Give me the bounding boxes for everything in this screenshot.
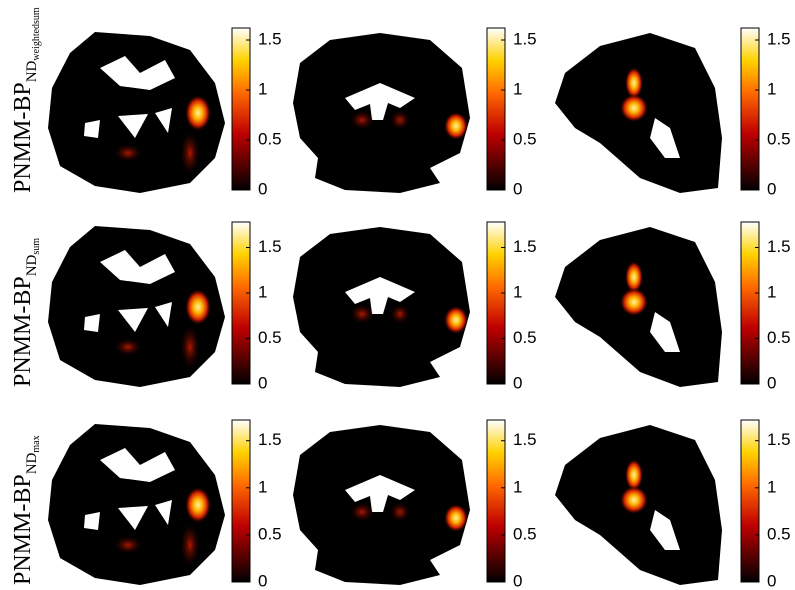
colorbar-tick-label: 0 <box>258 373 267 392</box>
hotspot <box>350 110 374 130</box>
hotspot <box>620 94 648 122</box>
row-label-subsub: weightedsum <box>31 7 42 61</box>
colorbar <box>741 28 759 190</box>
colorbar-tick-label: 1 <box>767 79 776 98</box>
row-label-main: PNMM-BP <box>10 276 36 387</box>
colorbar-tick-label: 1.5 <box>513 430 537 449</box>
colorbar-tick-label: 1 <box>513 79 522 98</box>
colorbar-tick-label: 0.5 <box>513 129 537 148</box>
hotspot <box>390 502 410 522</box>
hotspot <box>114 338 142 356</box>
colorbar-tick-label: 1.5 <box>258 237 282 256</box>
colorbar-tick-label: 1.5 <box>513 29 537 48</box>
colorbar-tick-label: 0.5 <box>258 524 282 543</box>
colorbar-tick-label: 0.5 <box>258 129 282 148</box>
hotspot <box>180 131 200 175</box>
hotspot <box>444 504 468 532</box>
colorbar <box>487 420 505 582</box>
panel <box>48 424 225 585</box>
colorbar-tick-label: 1 <box>767 282 776 301</box>
hotspot <box>185 289 211 325</box>
hotspot <box>620 486 648 514</box>
row-label-sub: ND <box>24 60 40 82</box>
colorbar-tick-label: 0 <box>513 571 522 590</box>
row-label-main: PNMM-BP <box>10 474 36 585</box>
colorbar-tick-label: 0.5 <box>513 524 537 543</box>
row-label-sub: ND <box>24 452 40 474</box>
colorbar-tick-label: 1.5 <box>767 237 791 256</box>
colorbar-tick-label: 1 <box>258 79 267 98</box>
row: PNMM-BPNDweightedsum 0 0.5 1 1.5 0 0.5 1 1.5 0 0.5… <box>10 7 791 198</box>
hotspot <box>444 306 468 334</box>
row-label-sub: ND <box>24 254 40 276</box>
colorbar-tick-label: 1.5 <box>258 29 282 48</box>
hotspot <box>114 144 142 162</box>
colorbar <box>487 28 505 190</box>
colorbar-tick-label: 0.5 <box>767 524 791 543</box>
colorbar <box>232 222 250 384</box>
colorbar-tick-label: 0.5 <box>767 129 791 148</box>
colorbar-tick-label: 1 <box>258 477 267 496</box>
panel <box>555 33 722 193</box>
colorbar-tick-label: 0 <box>258 179 267 198</box>
colorbar-tick-label: 1.5 <box>513 237 537 256</box>
colorbar-tick-label: 0 <box>767 571 776 590</box>
colorbar-tick-label: 0 <box>513 373 522 392</box>
row-label-subsub: max <box>31 435 42 452</box>
colorbar <box>741 222 759 384</box>
hotspot <box>180 325 200 369</box>
hotspot <box>185 95 211 131</box>
colorbar-tick-label: 1 <box>258 282 267 301</box>
row-label: PNMM-BPNDmax <box>10 435 42 585</box>
colorbar-tick-label: 0.5 <box>513 328 537 347</box>
colorbar-tick-label: 0 <box>767 179 776 198</box>
row: PNMM-BPNDsum 0 0.5 1 1.5 0 0.5 1 1.5 0 0.5 1 1.5 <box>10 222 791 392</box>
panel <box>293 33 470 193</box>
colorbar-tick-label: 0.5 <box>258 328 282 347</box>
row: PNMM-BPNDmax 0 0.5 1 1.5 0 0.5 1 1.5 0 0.5 1 1.5 <box>10 420 791 590</box>
hotspot <box>114 536 142 554</box>
hotspot <box>390 304 410 324</box>
hotspot <box>620 288 648 316</box>
panel <box>293 425 470 585</box>
colorbar-tick-label: 1 <box>513 477 522 496</box>
panel <box>293 227 470 387</box>
panel <box>48 226 225 387</box>
colorbar-tick-label: 0 <box>767 373 776 392</box>
colorbar-tick-label: 1 <box>767 477 776 496</box>
panel <box>48 32 225 193</box>
colorbar-tick-label: 0.5 <box>767 328 791 347</box>
colorbar-tick-label: 0 <box>513 179 522 198</box>
panel <box>555 425 722 585</box>
hotspot <box>444 112 468 140</box>
colorbar <box>232 420 250 582</box>
row-label: PNMM-BPNDweightedsum <box>10 7 42 193</box>
panel <box>555 227 722 387</box>
colorbar-tick-label: 1.5 <box>258 430 282 449</box>
colorbar-tick-label: 1.5 <box>767 29 791 48</box>
hotspot <box>390 110 410 130</box>
colorbar <box>741 420 759 582</box>
colorbar <box>232 28 250 190</box>
colorbar-tick-label: 1.5 <box>767 430 791 449</box>
hotspot <box>350 304 374 324</box>
row-label: PNMM-BPNDsum <box>10 238 42 387</box>
figure: PNMM-BPNDweightedsum00.511.500.511.500.5… <box>0 0 795 590</box>
colorbar-tick-label: 0 <box>258 571 267 590</box>
colorbar-tick-label: 1 <box>513 282 522 301</box>
hotspot <box>350 502 374 522</box>
hotspot <box>185 487 211 523</box>
row-label-main: PNMM-BP <box>10 82 36 193</box>
row-label-subsub: sum <box>31 238 42 255</box>
colorbar <box>487 222 505 384</box>
hotspot <box>180 523 200 567</box>
